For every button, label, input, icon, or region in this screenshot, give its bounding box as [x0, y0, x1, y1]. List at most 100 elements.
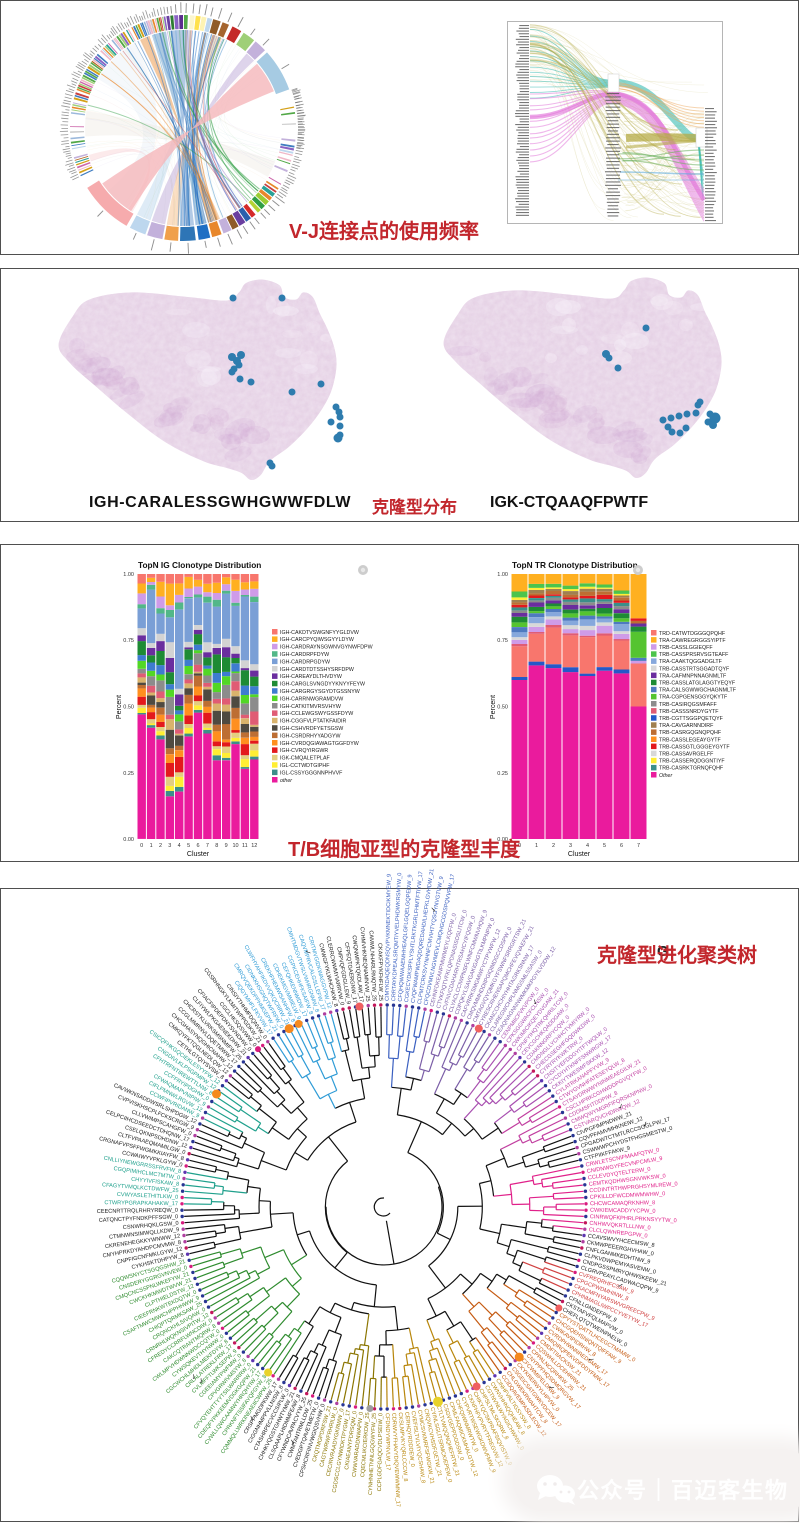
- svg-text:TRA-CGPGENSGGYQKYTF: TRA-CGPGENSGGYQKYTF: [659, 695, 728, 701]
- svg-text:CIMYKDAQEQDNSQVPVKMNEKTIDCIKMY: CIMYKDAQEQDNSQVPVKMNEKTIDCIKMYEW_9: [385, 874, 393, 1001]
- svg-text:CEECNRTTRQLRHRYREQW_0: CEECNRTTRQLRHRYREQW_0: [97, 1208, 178, 1215]
- svg-text:CSNWRHQKLGSW_0: CSNWRHQKLGSW_0: [123, 1221, 179, 1231]
- svg-text:✓: ✓: [197, 1377, 206, 1386]
- svg-text:TRB-CASSTRTSGGADTQYF: TRB-CASSTRTSGGADTQYF: [659, 666, 730, 672]
- svg-text:IGH-CSRDRHYYADGYW: IGH-CSRDRHYYADGYW: [280, 733, 341, 739]
- svg-text:CAMWLNHARLRMQTW_25: CAMWLNHARLRMQTW_25: [367, 930, 376, 1001]
- svg-text:TRD-CATWTDGGGQPQHF: TRD-CATWTDGGGQPQHF: [659, 631, 726, 637]
- svg-text:TRB-CASSLEGEAYGYTF: TRB-CASSLEGEAYGYTF: [659, 737, 721, 743]
- svg-text:Cluster: Cluster: [187, 851, 210, 858]
- svg-text:IGH-CVRDQGIAWAGTGGFDYW: IGH-CVRDQGIAWAGTGGFDYW: [280, 741, 359, 747]
- svg-text:CFDNDYWPNVLW_17: CFDNDYWPNVLW_17: [384, 1413, 391, 1470]
- svg-text:CKAKFPYKFHFLW_25: CKAKFPYKFHFLW_25: [376, 943, 383, 1001]
- svg-text:2: 2: [552, 843, 555, 849]
- svg-text:IGL-CCTWDTGIPHF: IGL-CCTWDTGIPHF: [280, 763, 330, 769]
- svg-text:1: 1: [150, 843, 153, 849]
- svg-text:TRB-CASRKTGRNQFQHF: TRB-CASRKTGRNQFQHF: [659, 766, 724, 772]
- svg-text:✓: ✓: [303, 949, 311, 957]
- svg-text:4: 4: [586, 843, 589, 849]
- svg-text:6: 6: [620, 843, 623, 849]
- svg-text:0.50: 0.50: [123, 705, 134, 711]
- svg-text:0.50: 0.50: [497, 705, 508, 711]
- svg-text:IGH-CARDRPGDYW: IGH-CARDRPGDYW: [280, 659, 330, 665]
- svg-text:✓: ✓: [430, 906, 438, 913]
- svg-text:✓: ✓: [586, 1356, 595, 1365]
- svg-text:7: 7: [637, 843, 640, 849]
- svg-text:IGH-CSHVRDFYETSGSW: IGH-CSHVRDFYETSGSW: [280, 726, 343, 732]
- svg-text:IGH-CGGFVLPTATKFAIDIR: IGH-CGGFVLPTATKFAIDIR: [280, 719, 346, 725]
- svg-text:other: other: [280, 778, 292, 784]
- svg-text:7: 7: [206, 843, 209, 849]
- svg-text:CINRWQFKPHRLPRKNSYYTW_0: CINRWQFKPHRLPRKNSYYTW_0: [590, 1214, 677, 1224]
- svg-text:0.25: 0.25: [497, 771, 508, 777]
- svg-text:✓: ✓: [642, 1121, 650, 1129]
- svg-text:IGH-CARDRAYNSGWNVGYNWFDPW: IGH-CARDRAYNSGWNVGYNWFDPW: [280, 645, 373, 651]
- svg-text:0.00: 0.00: [497, 837, 508, 843]
- svg-text:IGH-CARDRPFDYW: IGH-CARDRPFDYW: [280, 652, 329, 658]
- svg-text:IGL-CSSYGGGNNPHVVF: IGL-CSSYGGGNNPHVVF: [280, 770, 343, 776]
- svg-text:6: 6: [196, 843, 199, 849]
- svg-text:IGH-CARCPYQIWSGYYLDYW: IGH-CARCPYQIWSGYYLDYW: [280, 637, 354, 643]
- svg-text:Cluster: Cluster: [568, 851, 591, 858]
- svg-text:1: 1: [535, 843, 538, 849]
- svg-text:Percent: Percent: [116, 695, 123, 719]
- svg-text:CVWYASLETHITLKW_0: CVWYASLETHITLKW_0: [117, 1192, 179, 1201]
- svg-text:TRB-CASSGTLGGGEYGYTF: TRB-CASSGTLGGGEYGYTF: [659, 744, 730, 750]
- svg-text:TRB-CASSLGGIEQFF: TRB-CASSLGGIEQFF: [659, 645, 713, 651]
- svg-text:0.75: 0.75: [123, 638, 134, 644]
- svg-text:CNHWVQKRTLLLNW_0: CNHWVQKRTLLLNW_0: [589, 1221, 651, 1232]
- svg-text:4: 4: [178, 843, 181, 849]
- svg-text:TRB-CASSSNRDYGYTF: TRB-CASSSNRDYGYTF: [659, 709, 719, 715]
- svg-text:✓: ✓: [617, 1103, 625, 1112]
- svg-text:IGH-CCLEWGSWYGSSFDYW: IGH-CCLEWGSWYGSSFDYW: [280, 711, 353, 717]
- svg-text:5: 5: [603, 843, 606, 849]
- svg-text:CKSLMPVKYQRLCCCW_8: CKSLMPVKYQRLCCCW_8: [397, 1412, 408, 1482]
- svg-text:CPKILLDFWCDMWMWHW_0: CPKILLDFWCDMWMWHW_0: [590, 1191, 666, 1201]
- svg-text:TRB-CASRGQGNQPQHF: TRB-CASRGQGNQPQHF: [659, 730, 722, 736]
- svg-text:TRB-CASSLATGLAGGTYEQYF: TRB-CASSLATGLAGGTYEQYF: [659, 681, 736, 687]
- svg-text:TRA-CAWREGRGGSYIPTF: TRA-CAWREGRGGSYIPTF: [659, 638, 726, 644]
- svg-text:9: 9: [225, 843, 228, 849]
- svg-text:✓: ✓: [531, 998, 540, 1007]
- svg-text:1.00: 1.00: [123, 572, 134, 578]
- svg-text:IGH-CARGRGYSGYDTGSSNYW: IGH-CARGRGYSGYDTGSSNYW: [280, 689, 360, 695]
- svg-text:IGH-CARGLSVNGDYYKNYYFEYW: IGH-CARGLSVNGDYYKNYYFEYW: [280, 682, 365, 688]
- svg-text:3: 3: [168, 843, 171, 849]
- svg-text:CVHMVHKNEQNAMNVW_25: CVHMVHKNEQNAMNVW_25: [358, 927, 370, 1002]
- svg-text:CQECMLIKCIERKDW_25: CQECMLIKCIERKDW_25: [360, 1412, 371, 1477]
- svg-text:IGH-CAKDTVSWGNFYYGLDVW: IGH-CAKDTVSWGNFYYGLDVW: [280, 630, 359, 636]
- svg-text:CCPLGDFGAQCVDLPSEIW_0: CCPLGDFGAQCVDLPSEIW_0: [377, 1413, 384, 1491]
- svg-text:TRB-CGTTSGGPQETQYF: TRB-CGTTSGGPQETQYF: [659, 716, 724, 722]
- svg-text:3: 3: [569, 843, 572, 849]
- svg-text:12: 12: [251, 843, 257, 849]
- svg-text:CHCWCAMAQRKNHW_8: CHCWCAMAQRKNHW_8: [590, 1200, 655, 1207]
- svg-text:CATQNCTPYFNDKPFFSGW_0: CATQNCTPYFNDKPFFSGW_0: [99, 1214, 179, 1224]
- svg-text:TRB-CASSPRSRVSGTEAFF: TRB-CASSPRSRVSGTEAFF: [659, 652, 729, 658]
- svg-text:CHYYIVFISKAW_8: CHYYIVFISKAW_8: [131, 1177, 180, 1188]
- svg-text:11: 11: [242, 843, 248, 849]
- svg-text:8: 8: [215, 843, 218, 849]
- svg-text:CYNHNHETNNLGQGWYFW_25: CYNHNHETNNLGQGWYFW_25: [368, 1413, 378, 1496]
- svg-text:IGK-CMQALETPLAF: IGK-CMQALETPLAF: [280, 756, 331, 762]
- svg-text:0: 0: [140, 843, 143, 849]
- svg-text:✓: ✓: [248, 1414, 257, 1423]
- svg-text:10: 10: [232, 843, 238, 849]
- svg-text:5: 5: [187, 843, 190, 849]
- svg-text:IGH-CAREAYDLTHVDYW: IGH-CAREAYDLTHVDYW: [280, 674, 342, 680]
- svg-text:TopN IG Clonotype Distribution: TopN IG Clonotype Distribution: [138, 560, 261, 570]
- svg-text:✓: ✓: [190, 1373, 199, 1382]
- svg-text:TRA-CAFMNPNNAGNMLTF: TRA-CAFMNPNNAGNMLTF: [659, 673, 727, 679]
- svg-text:TRA-CAVGARNNDIRF: TRA-CAVGARNNDIRF: [659, 723, 714, 729]
- svg-text:2: 2: [159, 843, 162, 849]
- svg-text:TRB-CASSERQDGGNTIYF: TRB-CASSERQDGGNTIYF: [659, 759, 725, 765]
- svg-text:IGH-CARRNWGRAMDVW: IGH-CARRNWGRAMDVW: [280, 696, 343, 702]
- svg-text:IGH-CARDTDTSSHYSRFDPW: IGH-CARDTDTSSHYSRFDPW: [280, 667, 354, 673]
- svg-text:Other: Other: [659, 773, 672, 779]
- svg-text:CTWRYPGRAPKAHAKW_17: CTWRYPGRAPKAHAKW_17: [104, 1200, 178, 1207]
- svg-text:0.00: 0.00: [123, 837, 134, 843]
- svg-text:Percent: Percent: [490, 695, 497, 719]
- svg-text:CDRWVYFHAVYDIQVEWWMNW_17: CDRWVYFHAVYDIQVEWWMNW_17: [390, 1413, 400, 1507]
- svg-text:TopN TR Clonotype Distribution: TopN TR Clonotype Distribution: [512, 560, 638, 570]
- svg-text:TRA-CAAKTQGGADGLTF: TRA-CAAKTQGGADGLTF: [659, 659, 723, 665]
- svg-text:✓: ✓: [616, 1282, 624, 1291]
